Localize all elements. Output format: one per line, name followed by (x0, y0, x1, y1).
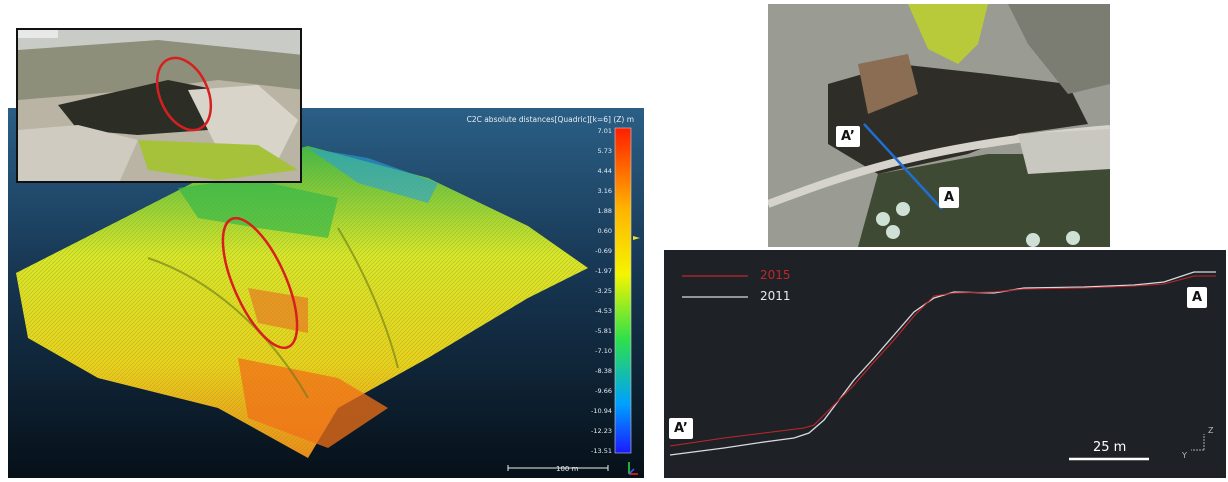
aerial-photo: A’ A (768, 4, 1110, 247)
colorbar-tick: -0.69 (595, 247, 612, 255)
colorbar-tick: -13.51 (591, 447, 612, 455)
profile-scale-label: 25 m (1093, 440, 1127, 455)
colorbar-tick: -7.10 (595, 347, 612, 355)
legend-label-2011: 2011 (760, 289, 791, 303)
aerial-marker-a: A (939, 187, 960, 208)
colorbar-tick: -12.23 (591, 427, 612, 435)
profile-panel: Z Y 2015 2011 A A’ 25 m (664, 250, 1226, 478)
colorbar-tick: 5.73 (597, 147, 612, 155)
colorbar-tick: -8.38 (595, 367, 612, 375)
aerial-marker-a-prime: A’ (836, 126, 860, 147)
colorbar-tick: -3.25 (595, 287, 612, 295)
section-line (863, 123, 943, 210)
profile-2015-line (669, 275, 1216, 447)
colorbar-tick: 4.44 (597, 167, 612, 175)
profile-marker-a-prime: A’ (669, 418, 693, 439)
colorbar-tick: -1.97 (595, 267, 612, 275)
colorbar-tick: 7.01 (597, 127, 612, 135)
legend-label-2015: 2015 (760, 268, 791, 282)
scale-bar-label: 100 m (556, 465, 579, 473)
axis-y-label: Y (1181, 451, 1187, 460)
colorbar-tick: 3.16 (597, 187, 612, 195)
profile-2011-line (669, 271, 1216, 456)
profile-marker-a: A (1187, 287, 1208, 308)
colorbar-tick: -5.81 (595, 327, 612, 335)
colorbar-tick: 0.60 (597, 227, 612, 235)
colorbar-tick: -10.94 (591, 407, 612, 415)
colorbar-tick: -4.53 (595, 307, 612, 315)
colorbar (614, 127, 632, 454)
colorbar-title: C2C absolute distances[Quadric][k=6] (Z)… (466, 115, 634, 124)
point-cloud-render (16, 127, 640, 475)
colorbar-tick: -9.66 (595, 387, 612, 395)
highlight-ellipse (221, 216, 299, 350)
axis-z-label: Z (1208, 426, 1214, 435)
point-cloud-viewer[interactable]: C2C absolute distances[Quadric][k=6] (Z)… (8, 108, 644, 478)
inset-photo (16, 28, 302, 183)
inset-highlight-ellipse (155, 56, 213, 132)
colorbar-tick: 1.88 (597, 207, 612, 215)
